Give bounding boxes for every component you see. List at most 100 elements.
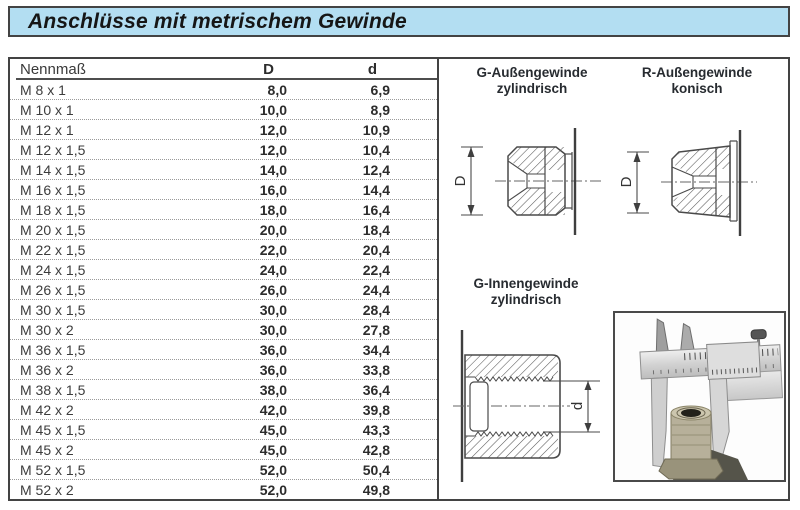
row-value-d: 33,8	[362, 361, 390, 378]
row-nominal-size: M 36 x 1,5	[20, 341, 86, 358]
dimension-label-d: d	[569, 402, 586, 410]
row-value-d: 36,4	[362, 381, 390, 398]
row-nominal-size: M 45 x 2	[20, 441, 74, 458]
label-r-aussengewinde: R-Außengewinde konisch	[622, 65, 772, 97]
vernier-ticks	[711, 367, 758, 375]
row-value-D: 45,0	[259, 441, 287, 458]
header-D: D	[263, 61, 274, 78]
row-nominal-size: M 18 x 1,5	[20, 201, 86, 218]
table-row: M 8 x 1 8,0 6,9	[10, 80, 437, 100]
r-male-thread-drawing: D	[618, 130, 757, 236]
table-row: M 36 x 2 36,0 33,8	[10, 360, 437, 380]
row-value-d: 24,4	[362, 281, 390, 298]
row-value-D: 42,0	[259, 401, 287, 418]
row-value-d: 42,8	[362, 441, 390, 458]
row-nominal-size: M 42 x 2	[20, 401, 74, 418]
row-value-D: 24,0	[259, 261, 287, 278]
page-title: Anschlüsse mit metrischem Gewinde	[28, 9, 407, 33]
movable-jaw	[708, 377, 730, 457]
row-nominal-size: M 22 x 1,5	[20, 241, 86, 258]
row-value-D: 45,0	[259, 421, 287, 438]
table-row: M 22 x 1,5 22,0 20,4	[10, 240, 437, 260]
row-value-d: 34,4	[362, 341, 390, 358]
caliper-photo	[613, 311, 786, 482]
counterbore	[469, 381, 489, 432]
table-body: M 8 x 1 8,0 6,9 M 10 x 1 10,0 8,9 M 12 x 1 12,0…	[10, 80, 437, 499]
row-value-d: 22,4	[362, 261, 390, 278]
g-female-thread-drawing: d	[453, 330, 600, 482]
row-value-D: 16,0	[259, 181, 287, 198]
label-line: G-Innengewinde	[473, 276, 579, 291]
label-g-innengewinde: G-Innengewinde zylindrisch	[451, 276, 601, 308]
label-line: G-Außengewinde	[476, 65, 588, 80]
fixed-jaw	[650, 377, 668, 468]
row-value-D: 18,0	[259, 201, 287, 218]
row-nominal-size: M 30 x 1,5	[20, 301, 86, 318]
row-nominal-size: M 16 x 1,5	[20, 181, 86, 198]
row-value-D: 52,0	[259, 461, 287, 478]
table-header-row: Nennmaß D d	[10, 59, 437, 80]
row-value-D: 20,0	[259, 221, 287, 238]
row-value-d: 14,4	[362, 181, 390, 198]
table-row: M 45 x 2 45,0 42,8	[10, 440, 437, 460]
row-nominal-size: M 26 x 1,5	[20, 281, 86, 298]
g-male-thread-drawing: D	[452, 128, 603, 235]
row-nominal-size: M 38 x 1,5	[20, 381, 86, 398]
thread-profile-top	[474, 376, 554, 382]
row-value-D: 38,0	[259, 381, 287, 398]
row-value-D: 36,0	[259, 361, 287, 378]
table-row: M 52 x 1,5 52,0 50,4	[10, 460, 437, 480]
row-value-D: 10,0	[259, 101, 287, 118]
row-value-d: 10,4	[362, 141, 390, 158]
label-line: zylindrisch	[490, 292, 562, 307]
row-nominal-size: M 20 x 1,5	[20, 221, 86, 238]
table-row: M 18 x 1,5 18,0 16,4	[10, 200, 437, 220]
row-value-d: 43,3	[362, 421, 390, 438]
row-value-D: 52,0	[259, 481, 287, 498]
table-row: M 30 x 1,5 30,0 28,4	[10, 300, 437, 320]
row-value-d: 27,8	[362, 321, 390, 338]
row-value-d: 10,9	[362, 121, 390, 138]
fitting-body	[670, 412, 712, 460]
label-g-aussengewinde: G-Außengewinde zylindrisch	[457, 65, 607, 97]
row-nominal-size: M 52 x 1,5	[20, 461, 86, 478]
dimension-label-D: D	[452, 175, 469, 186]
table-row: M 45 x 1,5 45,0 43,3	[10, 420, 437, 440]
thumb-screw	[750, 329, 767, 340]
header-d: d	[367, 61, 377, 78]
row-value-D: 36,0	[259, 341, 287, 358]
row-value-D: 30,0	[259, 321, 287, 338]
row-nominal-size: M 12 x 1,5	[20, 141, 86, 158]
thread-dimension-table: Nennmaß D d M 8 x 1 8,0 6,9 M 10 x 1 10,0 8,9…	[10, 59, 439, 499]
row-nominal-size: M 52 x 2	[20, 481, 74, 498]
table-row: M 36 x 1,5 36,0 34,4	[10, 340, 437, 360]
row-value-D: 26,0	[259, 281, 287, 298]
row-value-d: 39,8	[362, 401, 390, 418]
row-value-D: 22,0	[259, 241, 287, 258]
row-value-D: 8,0	[267, 81, 287, 98]
fitting-hex-base	[658, 458, 724, 480]
table-row: M 16 x 1,5 16,0 14,4	[10, 180, 437, 200]
row-nominal-size: M 14 x 1,5	[20, 161, 86, 178]
table-row: M 12 x 1 12,0 10,9	[10, 120, 437, 140]
row-value-D: 12,0	[259, 121, 287, 138]
row-value-d: 6,9	[370, 81, 390, 98]
row-value-D: 14,0	[259, 161, 287, 178]
label-line: zylindrisch	[496, 81, 568, 96]
row-nominal-size: M 10 x 1	[20, 101, 74, 118]
slider	[706, 341, 761, 380]
table-row: M 42 x 2 42,0 39,8	[10, 400, 437, 420]
table-row: M 14 x 1,5 14,0 12,4	[10, 160, 437, 180]
title-bar: Anschlüsse mit metrischem Gewinde	[8, 6, 790, 37]
row-nominal-size: M 45 x 1,5	[20, 421, 86, 438]
diagram-panel: G-Außengewinde zylindrisch R-Außengewind…	[439, 59, 788, 499]
table-row: M 24 x 1,5 24,0 22,4	[10, 260, 437, 280]
row-value-d: 18,4	[362, 221, 390, 238]
dimension-label-D: D	[618, 176, 635, 187]
row-value-d: 49,8	[362, 481, 390, 498]
row-nominal-size: M 36 x 2	[20, 361, 74, 378]
table-row: M 26 x 1,5 26,0 24,4	[10, 280, 437, 300]
caliper	[639, 318, 784, 468]
row-value-D: 30,0	[259, 301, 287, 318]
label-line: R-Außengewinde	[641, 65, 753, 80]
